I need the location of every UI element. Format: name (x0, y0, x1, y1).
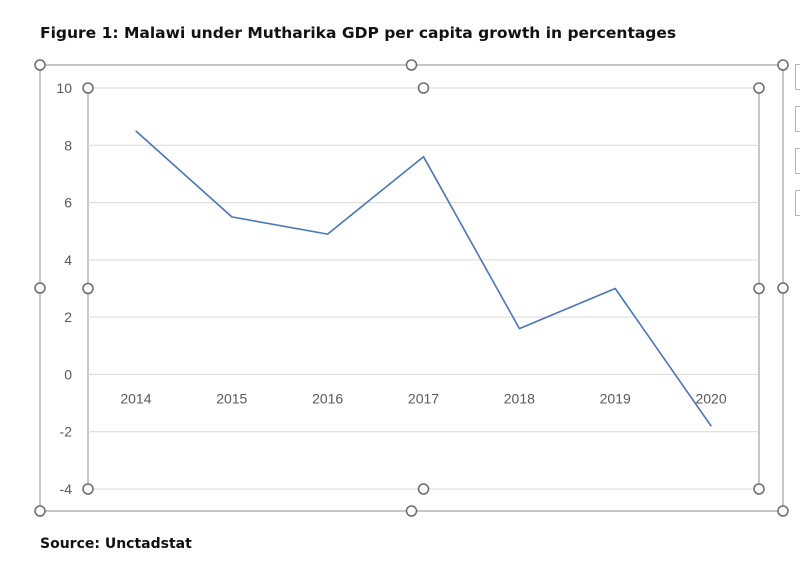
x-axis-tick-labels: 2014 2015 2016 2017 2018 2019 2020 (120, 390, 727, 406)
data-point (135, 130, 137, 132)
gridlines (88, 87, 759, 490)
y-tick-label: 6 (64, 195, 72, 211)
chart-area-resize-handle[interactable] (34, 282, 46, 294)
chart-layout-button[interactable] (795, 190, 800, 216)
y-tick-label: 0 (64, 366, 72, 382)
figure-source: Source: Unctadstat (40, 536, 192, 552)
plot-area-resize-handle[interactable] (82, 282, 94, 295)
y-tick-label: 2 (64, 309, 72, 325)
plot-area-resize-handle[interactable] (82, 483, 94, 495)
data-point (327, 233, 329, 235)
chart-filters-button[interactable] (795, 148, 800, 174)
x-tick-label: 2014 (120, 390, 151, 406)
series-line[interactable] (135, 130, 712, 427)
plot-area-resize-handle[interactable] (417, 82, 430, 94)
y-tick-label: 4 (64, 252, 72, 268)
y-axis-tick-labels: 10 8 6 4 2 0 -2 -4 (56, 80, 72, 497)
x-tick-label: 2020 (695, 390, 726, 406)
data-point (614, 288, 616, 289)
y-tick-label: 10 (56, 80, 72, 96)
plot-area-resize-handle[interactable] (417, 483, 430, 495)
data-point (518, 328, 520, 330)
selection-handles[interactable] (34, 59, 789, 517)
figure-title: Figure 1: Malawi under Mutharika GDP per… (40, 24, 677, 42)
x-tick-label: 2018 (504, 390, 535, 406)
chart-elements-button[interactable] (795, 64, 800, 90)
data-point (710, 425, 712, 427)
chart-area-resize-handle[interactable] (405, 59, 418, 71)
chart-area-resize-handle[interactable] (777, 505, 789, 517)
plot-area-resize-handle[interactable] (753, 483, 765, 495)
chart-area-resize-handle[interactable] (34, 505, 46, 517)
series-layer[interactable] (135, 130, 712, 427)
plot-area-resize-handle[interactable] (82, 82, 94, 94)
data-point (423, 156, 424, 158)
chart-area-resize-handle[interactable] (777, 59, 789, 71)
data-point (231, 216, 233, 218)
plot-area-selection-frame[interactable] (87, 87, 760, 490)
chart-area-resize-handle[interactable] (405, 505, 418, 517)
chart-styles-button[interactable] (795, 106, 800, 132)
y-tick-label: 8 (64, 137, 72, 153)
x-tick-label: 2019 (600, 390, 631, 406)
y-tick-label: -4 (60, 481, 73, 497)
chart-area-resize-handle[interactable] (34, 59, 46, 71)
x-tick-label: 2017 (408, 390, 439, 406)
y-tick-label: -2 (60, 424, 73, 440)
chart-area-resize-handle[interactable] (777, 282, 789, 294)
x-tick-label: 2016 (312, 390, 343, 406)
x-tick-label: 2015 (216, 390, 247, 406)
plot-area-resize-handle[interactable] (753, 282, 765, 295)
plot-area-resize-handle[interactable] (753, 82, 765, 94)
chart-area-selection-frame[interactable] (39, 64, 784, 512)
